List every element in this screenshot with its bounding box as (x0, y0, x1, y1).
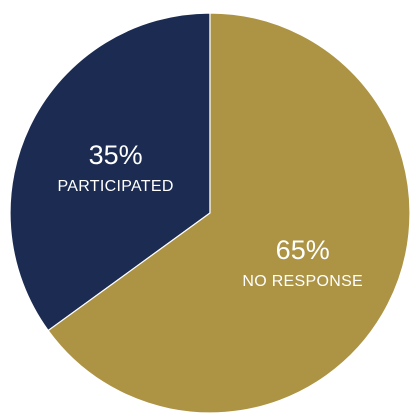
pie-slices (9, 12, 411, 414)
no-response-percent-label: 65% (276, 235, 330, 265)
no-response-slice (47, 12, 411, 414)
participated-slice (9, 12, 211, 332)
participated-percent-label: 35% (89, 140, 143, 170)
no-response-category-label: NO RESPONSE (242, 273, 363, 290)
participated-category-label: PARTICIPATED (57, 178, 173, 195)
